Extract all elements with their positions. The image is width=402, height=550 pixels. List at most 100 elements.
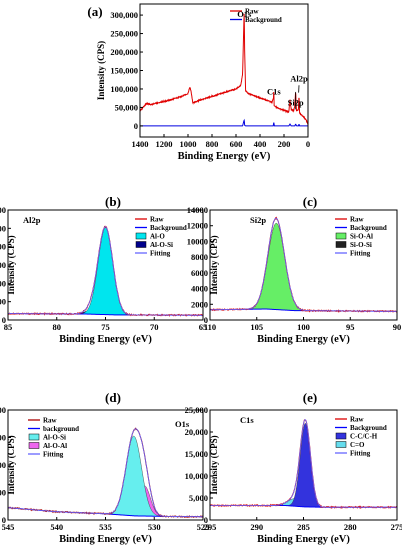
x-tick-label: 80 — [53, 322, 62, 332]
legend-swatch — [335, 432, 347, 440]
panel-letter-d: (d) — [105, 390, 121, 405]
fitting-line — [210, 419, 397, 508]
panel-letter-a: (a) — [87, 4, 102, 19]
x-tick-label: 1000 — [180, 139, 197, 149]
x-tick-label: 1200 — [156, 139, 173, 149]
legend-entry: Fitting — [150, 250, 171, 258]
fitting-line — [8, 226, 203, 316]
legend-entry: Fitting — [350, 250, 371, 258]
legend-entry: Raw — [150, 216, 165, 224]
axes-frame-a — [139, 3, 309, 138]
legend-swatch — [335, 232, 347, 240]
y-tick-label: 10,000 — [0, 223, 6, 233]
y-tick-label: 40,000 — [0, 460, 6, 470]
y-tick-label: 10,000 — [185, 471, 208, 481]
plot-area-e — [210, 419, 397, 510]
y-tick-label: 20,000 — [0, 488, 6, 498]
x-tick-label: 1400 — [132, 139, 149, 149]
x-tick-label: 290 — [250, 522, 263, 532]
legend-swatch — [335, 241, 347, 248]
plot-area-c — [210, 216, 397, 313]
peak-annotation: Al2p — [290, 74, 308, 84]
y-tick-label: 4,000 — [0, 278, 6, 288]
x-tick-label: 600 — [230, 139, 243, 149]
y-axis-label: Intensity (CPS) — [96, 41, 106, 100]
y-tick-label: 0 — [2, 515, 6, 525]
y-tick-label: 6000 — [191, 268, 208, 278]
panel-letter-e: (e) — [303, 390, 317, 405]
panel-e: (e) 295 290 285 280 275 0 5,000 10,000 15,000 20,0… — [185, 390, 402, 545]
legend-entry: Al-O — [150, 233, 165, 241]
x-tick-label: 75 — [101, 322, 110, 332]
y-tick-label: 2000 — [191, 299, 208, 309]
y-axis-label: Intensity (CPS) — [6, 235, 16, 294]
y-tick-label: 15,000 — [185, 449, 208, 459]
background-line — [8, 507, 203, 518]
x-tick-label: 545 — [2, 522, 15, 532]
legend-swatch — [135, 241, 147, 248]
y-tick-label: 80,000 — [0, 405, 6, 415]
legend-entry: Background — [350, 424, 387, 432]
y-tick-label: 250,000 — [110, 29, 138, 39]
y-tick-label: 25,000 — [185, 405, 208, 415]
x-tick-label: 540 — [50, 522, 63, 532]
y-tick-label: 6,000 — [0, 260, 6, 270]
x-tick-label: 100 — [297, 322, 310, 332]
x-axis-label: Binding Energy (eV) — [59, 534, 152, 545]
y-tick-label: 200,000 — [110, 47, 138, 57]
x-axis-label: Binding Energy (eV) — [257, 334, 350, 345]
legend-entry: Raw — [43, 417, 58, 425]
plot-area-d — [8, 427, 203, 518]
legend-entry: Si-O-Si — [350, 241, 372, 249]
legend-entry: Raw — [350, 416, 365, 424]
legend-entry: Background — [350, 224, 387, 232]
legend-swatch — [28, 433, 40, 441]
x-tick-label: 110 — [204, 322, 216, 332]
x-axis-label: Binding Energy (eV) — [257, 534, 350, 545]
x-tick-label: 70 — [150, 322, 159, 332]
series-raw-line — [140, 13, 308, 125]
panel-letter-c: (c) — [303, 194, 317, 209]
legend-swatch — [335, 441, 347, 448]
legend-swatch — [135, 232, 147, 240]
legend-entry: Al-O-Si — [43, 434, 66, 442]
peak-al-o-al — [8, 485, 203, 517]
legend-entry: Al-O-Si — [150, 241, 173, 249]
axes-frame-d — [7, 409, 204, 521]
legend-entry: Fitting — [350, 450, 371, 458]
y-tick-label: 0 — [2, 315, 6, 325]
y-tick-label: 12000 — [187, 221, 208, 231]
y-tick-label: 0 — [204, 315, 208, 325]
x-tick-label: 275 — [391, 522, 402, 532]
peak-al-o — [8, 227, 203, 316]
panel-title: Si2p — [250, 215, 266, 225]
series-background-line — [140, 118, 308, 127]
plot-area-a — [140, 13, 308, 127]
x-tick-label: 535 — [99, 522, 112, 532]
y-tick-label: 60,000 — [0, 433, 6, 443]
y-tick-label: 0 — [134, 121, 138, 131]
x-axis-label: Binding Energy (eV) — [178, 151, 271, 162]
y-tick-label: 8000 — [191, 252, 208, 262]
x-tick-label: 280 — [344, 522, 357, 532]
x-tick-label: 295 — [204, 522, 217, 532]
panel-title: O1s — [175, 419, 190, 429]
x-tick-label: 525 — [197, 522, 210, 532]
x-tick-label: 530 — [148, 522, 161, 532]
x-tick-label: 105 — [250, 322, 263, 332]
legend-entry: Raw — [245, 8, 260, 16]
y-axis-label: Intensity (CPS) — [209, 435, 219, 494]
y-tick-label: 50,000 — [115, 102, 138, 112]
legend-entry: Background — [245, 16, 282, 24]
y-tick-label: 14000 — [187, 205, 208, 215]
x-tick-label: 65 — [199, 322, 208, 332]
legend-entry: Fitting — [43, 451, 64, 459]
x-tick-label: 85 — [4, 322, 13, 332]
y-tick-label: 12,000 — [0, 205, 6, 215]
y-axis-label: Intensity (CPS) — [209, 235, 219, 294]
